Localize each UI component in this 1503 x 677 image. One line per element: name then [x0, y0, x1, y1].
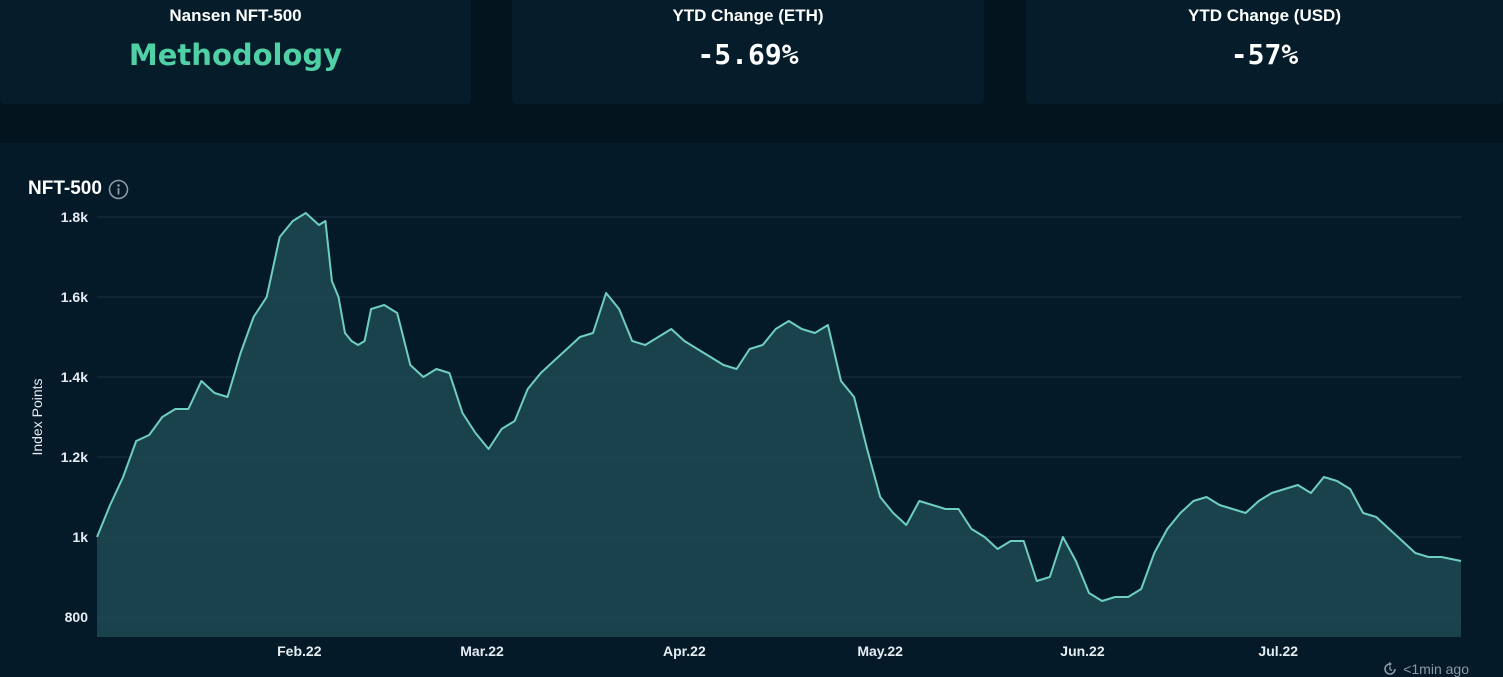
chart-title: NFT-500 [28, 178, 102, 199]
card-title: Nansen NFT-500 [169, 6, 302, 25]
y-tick-label: 1.8k [61, 209, 88, 225]
chart-panel: NFT-500 800 1k 1.2k 1.4k 1.6k 1.8k Index Point… [0, 143, 1503, 677]
info-icon[interactable] [108, 179, 129, 200]
card-title: YTD Change (ETH) [672, 6, 824, 25]
x-tick-label: Jul.22 [1258, 643, 1298, 659]
x-tick-label: Mar.22 [460, 643, 504, 659]
series-line [96, 212, 1462, 602]
card-ytd-change-eth: YTD Change (ETH) -5.69% [512, 0, 984, 104]
x-tick-label: Jun.22 [1060, 643, 1105, 659]
refresh-icon[interactable] [1382, 661, 1398, 677]
methodology-link[interactable]: Methodology [128, 38, 343, 72]
y-tick-label: 800 [65, 609, 89, 625]
x-tick-label: Apr.22 [663, 643, 706, 659]
card-nansen-nft-500: Nansen NFT-500 Methodology [0, 0, 471, 104]
y-tick-label: 1.2k [61, 449, 88, 465]
ytd-change-eth-value: -5.69% [697, 38, 799, 71]
y-axis-label: Index Points [29, 378, 45, 455]
nft-500-line-chart[interactable]: 800 1k 1.2k 1.4k 1.6k 1.8k Index Points Feb.22 M… [0, 143, 1503, 663]
x-tick-label: Feb.22 [277, 643, 322, 659]
ytd-change-usd-value: -57% [1230, 38, 1299, 71]
series-area [97, 213, 1461, 637]
last-updated: <1min ago [1382, 661, 1469, 677]
x-tick-label: May.22 [857, 643, 903, 659]
y-tick-label: 1.6k [61, 289, 88, 305]
card-title: YTD Change (USD) [1188, 6, 1341, 25]
card-ytd-change-usd: YTD Change (USD) -57% [1026, 0, 1503, 104]
chart-header: NFT-500 [28, 176, 129, 202]
y-tick-label: 1.4k [61, 369, 88, 385]
updated-text: <1min ago [1403, 661, 1469, 677]
y-tick-label: 1k [72, 529, 88, 545]
